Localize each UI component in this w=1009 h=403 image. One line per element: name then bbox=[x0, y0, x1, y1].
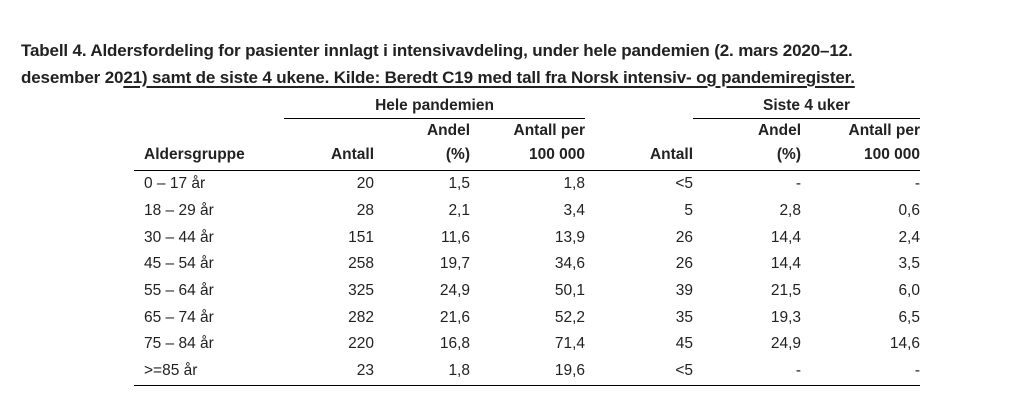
table-row: 65 – 74 år 282 21,6 52,2 35 19,3 6,5 bbox=[134, 304, 920, 331]
share-4w-cell: - bbox=[795, 175, 801, 193]
column-header-per-100k-4w: Antall per 100 000 bbox=[848, 122, 920, 163]
count-4w-cell: <5 bbox=[675, 175, 693, 193]
share-4w-cell: 24,9 bbox=[770, 335, 801, 353]
share-cell: 16,8 bbox=[439, 335, 470, 353]
group-header-last-4-weeks: Siste 4 uker bbox=[693, 93, 920, 119]
share-cell: 19,7 bbox=[439, 255, 470, 273]
share-4w-cell: 19,3 bbox=[770, 308, 801, 326]
age-group-cell: >=85 år bbox=[144, 362, 198, 380]
count-cell: 282 bbox=[348, 308, 374, 326]
share-cell: 24,9 bbox=[439, 282, 470, 300]
per-100k-4w-cell: 6,5 bbox=[898, 308, 920, 326]
table-row: 55 – 64 år 325 24,9 50,1 39 21,5 6,0 bbox=[134, 278, 920, 305]
per-100k-4w-cell: - bbox=[914, 175, 920, 193]
per-100k-4w-cell: - bbox=[914, 362, 920, 380]
count-cell: 23 bbox=[356, 362, 374, 380]
column-header-count: Antall bbox=[330, 146, 374, 163]
table-body: 0 – 17 år 20 1,5 1,8 <5 - - 18 – 29 år 28 2,1 3,4 5… bbox=[134, 171, 920, 385]
table-row: 30 – 44 år 151 11,6 13,9 26 14,4 2,4 bbox=[134, 224, 920, 251]
share-4w-cell: 21,5 bbox=[770, 282, 801, 300]
column-header-count-4w: Antall bbox=[649, 146, 693, 163]
per-100k-cell: 1,8 bbox=[563, 175, 585, 193]
per-100k-4w-cell: 2,4 bbox=[898, 228, 920, 246]
column-header-age-group: Aldersgruppe bbox=[144, 146, 245, 163]
per-100k-cell: 71,4 bbox=[554, 335, 585, 353]
share-4w-cell: 14,4 bbox=[770, 255, 801, 273]
age-group-cell: 18 – 29 år bbox=[144, 202, 214, 220]
column-header-row: Aldersgruppe Antall Andel (%) Antall per 1… bbox=[134, 119, 920, 171]
table-row: 75 – 84 år 220 16,8 71,4 45 24,9 14,6 bbox=[134, 331, 920, 358]
per-100k-cell: 3,4 bbox=[563, 202, 585, 220]
table-row: 18 – 29 år 28 2,1 3,4 5 2,8 0,6 bbox=[134, 198, 920, 225]
share-cell: 1,8 bbox=[448, 362, 470, 380]
share-4w-cell: 14,4 bbox=[770, 228, 801, 246]
age-group-cell: 30 – 44 år bbox=[144, 228, 214, 246]
per-100k-4w-cell: 3,5 bbox=[898, 255, 920, 273]
count-cell: 151 bbox=[348, 228, 374, 246]
age-group-cell: 65 – 74 år bbox=[144, 308, 214, 326]
group-header-whole-pandemic: Hele pandemien bbox=[284, 93, 585, 119]
count-4w-cell: 35 bbox=[675, 308, 693, 326]
age-group-cell: 0 – 17 år bbox=[144, 175, 206, 193]
share-cell: 1,5 bbox=[448, 175, 470, 193]
count-cell: 28 bbox=[356, 202, 374, 220]
column-header-share-4w: Andel (%) bbox=[757, 122, 801, 163]
count-4w-cell: 26 bbox=[675, 255, 693, 273]
per-100k-4w-cell: 0,6 bbox=[898, 202, 920, 220]
group-header-gap bbox=[585, 93, 693, 119]
count-cell: 20 bbox=[356, 175, 374, 193]
share-cell: 2,1 bbox=[448, 202, 470, 220]
per-100k-cell: 13,9 bbox=[554, 228, 585, 246]
age-group-cell: 55 – 64 år bbox=[144, 282, 214, 300]
per-100k-cell: 34,6 bbox=[554, 255, 585, 273]
per-100k-cell: 52,2 bbox=[554, 308, 585, 326]
count-4w-cell: <5 bbox=[675, 362, 693, 380]
column-header-share: Andel (%) bbox=[426, 122, 470, 163]
count-cell: 258 bbox=[348, 255, 374, 273]
count-4w-cell: 26 bbox=[675, 228, 693, 246]
per-100k-4w-cell: 6,0 bbox=[898, 282, 920, 300]
age-group-cell: 75 – 84 år bbox=[144, 335, 214, 353]
count-4w-cell: 45 bbox=[675, 335, 693, 353]
per-100k-cell: 19,6 bbox=[554, 362, 585, 380]
share-4w-cell: 2,8 bbox=[779, 202, 801, 220]
caption-line-2: desember 2021) samt de siste 4 ukene. Ki… bbox=[21, 64, 1006, 91]
count-4w-cell: 39 bbox=[675, 282, 693, 300]
table-row: >=85 år 23 1,8 19,6 <5 - - bbox=[134, 358, 920, 385]
count-cell: 325 bbox=[348, 282, 374, 300]
caption-line-1: Tabell 4. Aldersfordeling for pasienter … bbox=[21, 41, 853, 60]
age-group-cell: 45 – 54 år bbox=[144, 255, 214, 273]
per-100k-cell: 50,1 bbox=[554, 282, 585, 300]
group-header-row: Hele pandemien Siste 4 uker bbox=[134, 93, 920, 119]
caption-line-2-plain: desember 20 bbox=[21, 68, 124, 87]
caption-line-2-underlined: 21) samt de siste 4 ukene. Kilde: Beredt… bbox=[123, 68, 855, 87]
column-header-per-100k: Antall per 100 000 bbox=[513, 122, 585, 163]
age-distribution-table: Hele pandemien Siste 4 uker Aldersgruppe… bbox=[134, 93, 920, 386]
table-caption: Tabell 4. Aldersfordeling for pasienter … bbox=[21, 37, 1006, 91]
share-cell: 11,6 bbox=[440, 228, 470, 246]
group-header-spacer bbox=[134, 93, 284, 119]
count-cell: 220 bbox=[348, 335, 374, 353]
per-100k-4w-cell: 14,6 bbox=[889, 335, 920, 353]
table-row: 0 – 17 år 20 1,5 1,8 <5 - - bbox=[134, 171, 920, 198]
share-cell: 21,6 bbox=[439, 308, 470, 326]
table-row: 45 – 54 år 258 19,7 34,6 26 14,4 3,5 bbox=[134, 251, 920, 278]
count-4w-cell: 5 bbox=[684, 202, 693, 220]
share-4w-cell: - bbox=[795, 362, 801, 380]
